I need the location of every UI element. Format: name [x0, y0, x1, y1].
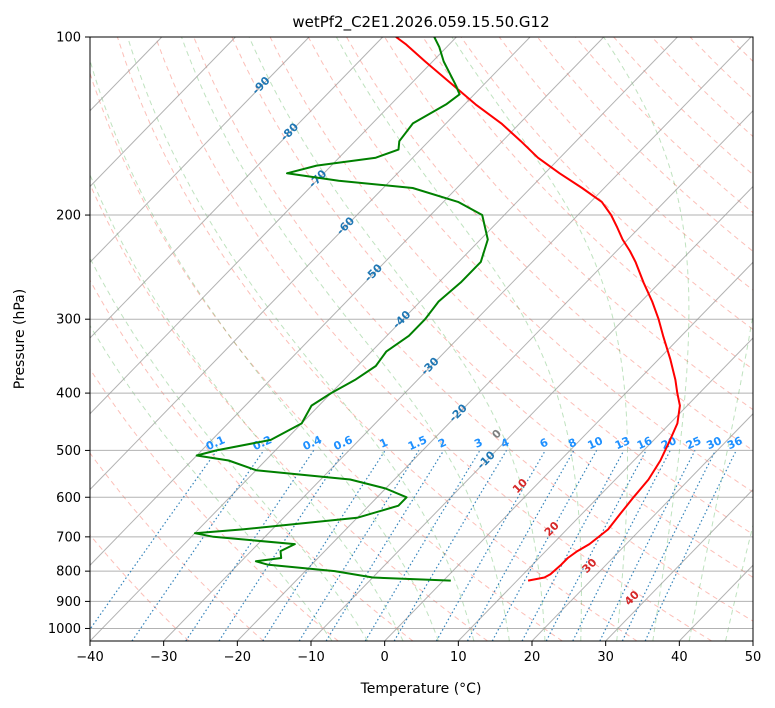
y-tick-label: 300	[56, 313, 81, 328]
x-tick-label: 10	[450, 650, 467, 665]
moist-adiabat	[181, 37, 510, 641]
background-lines	[90, 37, 775, 641]
dry-adiabat	[90, 368, 339, 641]
dry-adiabat	[116, 37, 638, 641]
dewpoint-line	[193, 37, 489, 582]
mixing-ratio-label: 13	[613, 434, 632, 452]
x-tick-label: −40	[76, 650, 103, 665]
mixing-ratio-line	[599, 450, 696, 641]
mixing-ratio-label: 10	[586, 434, 606, 452]
y-tick-label: 700	[56, 530, 81, 545]
isotherm-line	[90, 37, 678, 641]
mixing-ratio-label: 30	[704, 434, 724, 452]
mixing-ratio-label: 36	[725, 434, 745, 452]
plot-background	[90, 37, 753, 641]
y-tick-label: 800	[56, 565, 81, 580]
y-tick-label: 500	[56, 444, 81, 459]
y-tick-label: 200	[56, 209, 81, 224]
y-tick-label: 1000	[48, 622, 81, 637]
mixing-ratio-line	[435, 450, 546, 641]
mixing-ratio-line	[466, 450, 575, 641]
x-tick-label: 30	[597, 650, 614, 665]
mixing-ratio-label: 25	[684, 434, 703, 452]
mixing-ratio-line	[218, 450, 345, 641]
isotherm-line	[90, 37, 384, 339]
y-tick-label: 100	[56, 31, 81, 46]
dry-adiabat	[384, 37, 753, 411]
profiles	[193, 37, 681, 582]
mixing-ratio-line	[491, 450, 598, 641]
temperature-line	[395, 37, 681, 582]
y-axis-label: Pressure (hPa)	[12, 289, 28, 389]
isotherm-line	[531, 413, 753, 641]
x-tick-label: 50	[745, 650, 762, 665]
moist-adiabat	[90, 173, 404, 641]
isotherm-line	[457, 337, 753, 641]
chart-title: wetPf2_C2E1.2026.059.15.50.G12	[292, 13, 549, 32]
x-tick-label: −20	[224, 650, 251, 665]
isotherm-line	[310, 185, 753, 641]
x-tick-label: −30	[150, 650, 177, 665]
isotherm-line	[752, 640, 753, 641]
isotherm-line	[605, 488, 753, 641]
mixing-ratio-label: 16	[635, 434, 655, 452]
y-tick-label: 400	[56, 387, 81, 402]
x-tick-label: 20	[524, 650, 541, 665]
mixing-ratio-line	[572, 450, 671, 641]
x-tick-label: −10	[297, 650, 324, 665]
isotherm-line	[90, 37, 310, 263]
dry-adiabat	[193, 37, 753, 622]
mixing-ratio-line	[131, 450, 265, 641]
isotherm-line	[90, 37, 605, 566]
moist-adiabat	[248, 37, 546, 641]
moist-adiabat	[688, 311, 753, 641]
y-tick-label: 600	[56, 491, 81, 506]
x-axis-label: Temperature (°C)	[360, 681, 482, 697]
moist-adiabat	[335, 37, 582, 641]
plot-frame	[89, 36, 754, 642]
x-tick-label: 40	[671, 650, 688, 665]
moist-adiabat	[451, 37, 628, 641]
mixing-ratio-line	[185, 450, 315, 641]
mixing-ratio-line	[262, 450, 386, 641]
dry-adiabat	[231, 37, 753, 578]
dry-adiabat	[307, 37, 753, 493]
isotherm-line	[384, 261, 753, 641]
x-tick-label: 0	[381, 650, 389, 665]
isotherm-line	[90, 37, 236, 188]
moist-adiabat	[603, 37, 690, 641]
isotherm-line	[90, 37, 531, 491]
mixing-ratio-line	[90, 450, 218, 631]
isotherm-line	[236, 110, 753, 641]
mixing-ratio-line	[325, 450, 445, 641]
moist-adiabat	[90, 58, 439, 641]
axes: −40 −30 −20 −10 0 10 20 30 40 50 100 200 300 400 500 60…	[48, 31, 761, 666]
isotherm-line	[90, 37, 457, 415]
dry-adiabat	[767, 37, 775, 641]
moist-adiabat	[90, 256, 369, 641]
dry-adiabat	[498, 37, 753, 291]
y-tick-label: 900	[56, 595, 81, 610]
dry-adiabat	[90, 71, 563, 641]
dry-adiabat	[422, 37, 753, 370]
moist-adiabat	[90, 324, 333, 641]
